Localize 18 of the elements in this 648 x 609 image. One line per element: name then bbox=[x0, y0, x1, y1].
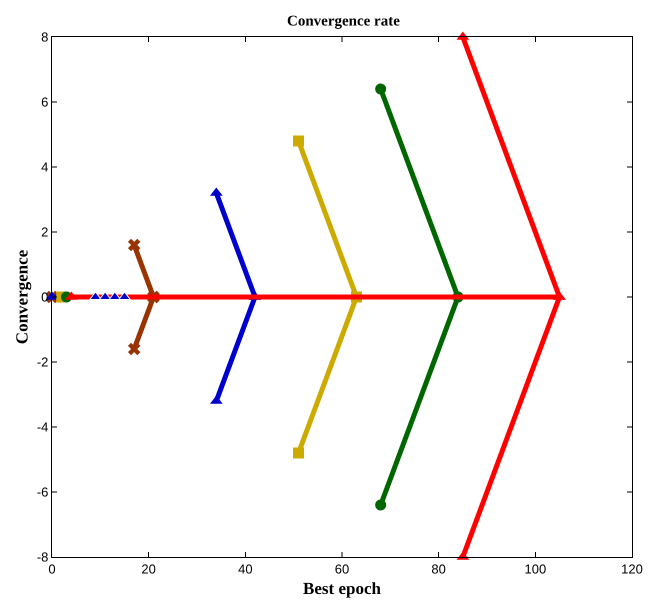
x-axis-title: Best epoch bbox=[303, 579, 382, 598]
y-tick-label: 2 bbox=[41, 224, 48, 240]
y-tick-label: 4 bbox=[41, 160, 48, 175]
x-tick-label: 20 bbox=[141, 562, 156, 577]
x-tick-label: 120 bbox=[621, 562, 643, 577]
y-tick-label: -6 bbox=[36, 484, 48, 500]
y-tick-label: -2 bbox=[36, 354, 48, 370]
y-tick-label: 6 bbox=[41, 94, 48, 110]
y-axis-title: Convergence bbox=[12, 249, 32, 344]
chart-title: Convergence rate bbox=[287, 14, 400, 30]
y-tick-label: 8 bbox=[41, 30, 48, 45]
y-tick-label: -4 bbox=[36, 420, 48, 435]
x-tick-label: 100 bbox=[524, 562, 546, 577]
x-tick-label: 40 bbox=[238, 562, 253, 577]
y-tick-label: -8 bbox=[36, 550, 48, 565]
x-tick-label: 60 bbox=[334, 562, 350, 577]
y-tick-label: 0 bbox=[41, 290, 48, 305]
x-tick-label: 80 bbox=[431, 562, 446, 577]
